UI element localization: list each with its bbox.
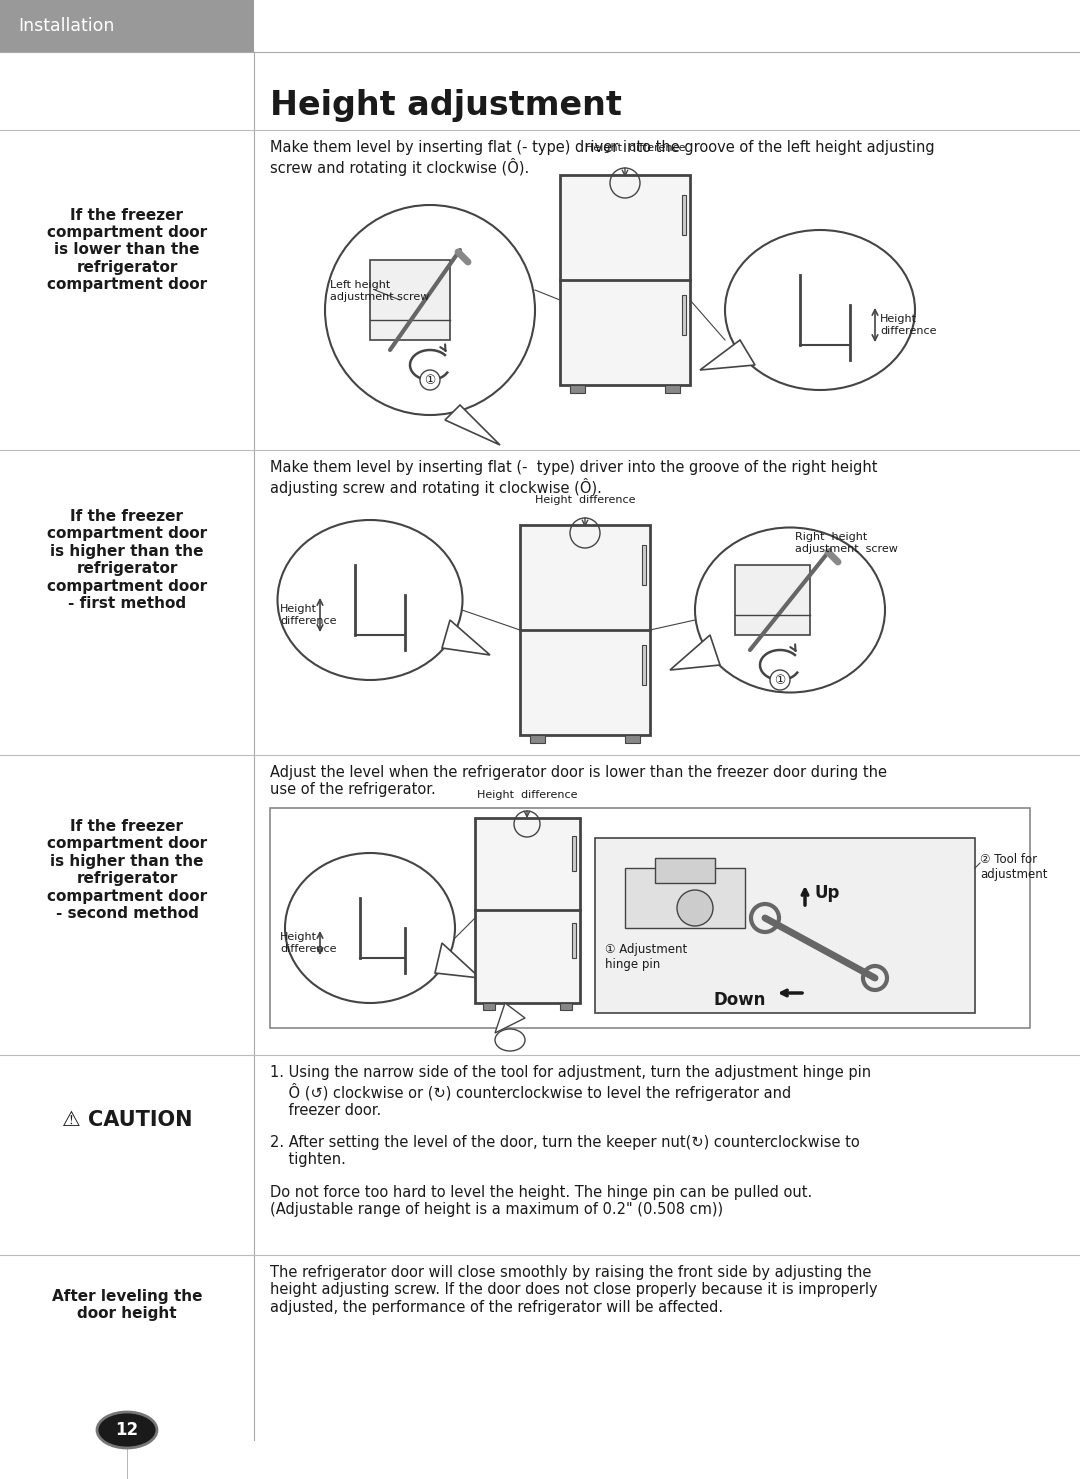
Text: Make them level by inserting flat (-  type) driver into the groove of the right : Make them level by inserting flat (- typ…	[270, 460, 877, 495]
Text: ①: ①	[774, 673, 785, 686]
Bar	[642, 645, 646, 685]
Text: If the freezer
compartment door
is higher than the
refrigerator
compartment door: If the freezer compartment door is highe…	[46, 509, 207, 611]
Ellipse shape	[278, 521, 462, 680]
Bar	[0, 0, 254, 52]
Ellipse shape	[495, 1029, 525, 1052]
Bar	[519, 525, 650, 735]
Bar	[625, 868, 745, 927]
Text: The refrigerator door will close smoothly by raising the front side by adjusting: The refrigerator door will close smoothl…	[270, 1265, 878, 1315]
Bar	[270, 808, 1030, 1028]
Polygon shape	[700, 340, 755, 370]
Circle shape	[770, 670, 789, 691]
Bar	[570, 385, 585, 393]
Text: Installation: Installation	[18, 16, 114, 35]
Text: Height  difference: Height difference	[535, 495, 635, 504]
Ellipse shape	[725, 231, 915, 390]
Text: Left height
adjustment screw: Left height adjustment screw	[330, 280, 430, 302]
Bar	[654, 858, 715, 883]
Polygon shape	[670, 634, 720, 670]
Text: If the freezer
compartment door
is lower than the
refrigerator
compartment door: If the freezer compartment door is lower…	[46, 207, 207, 293]
Text: ⚠ CAUTION: ⚠ CAUTION	[62, 1111, 192, 1130]
Polygon shape	[445, 405, 500, 445]
Bar	[681, 294, 686, 336]
Text: Adjust the level when the refrigerator door is lower than the freezer door durin: Adjust the level when the refrigerator d…	[270, 765, 887, 797]
Bar	[561, 1003, 572, 1010]
Text: ② Tool for
adjustment: ② Tool for adjustment	[980, 853, 1048, 881]
Text: Do not force too hard to level the height. The hinge pin can be pulled out.
(Adj: Do not force too hard to level the heigh…	[270, 1185, 812, 1217]
Bar	[595, 839, 975, 1013]
Text: Right  height
adjustment  screw: Right height adjustment screw	[795, 532, 897, 553]
Bar	[665, 385, 680, 393]
Text: Height  difference: Height difference	[476, 790, 577, 800]
Bar	[530, 735, 545, 742]
Ellipse shape	[325, 206, 535, 416]
Text: 2. After setting the level of the door, turn the keeper nut(↻) counterclockwise : 2. After setting the level of the door, …	[270, 1134, 860, 1167]
Text: Make them level by inserting flat (- type) driver into the groove of the left he: Make them level by inserting flat (- typ…	[270, 141, 934, 176]
Polygon shape	[442, 620, 490, 655]
Circle shape	[677, 890, 713, 926]
Text: Height  difference: Height difference	[584, 143, 685, 152]
Text: 1. Using the narrow side of the tool for adjustment, turn the adjustment hinge p: 1. Using the narrow side of the tool for…	[270, 1065, 872, 1118]
Circle shape	[420, 370, 440, 390]
Bar	[561, 175, 690, 385]
Text: If the freezer
compartment door
is higher than the
refrigerator
compartment door: If the freezer compartment door is highe…	[46, 819, 207, 921]
Bar	[735, 565, 810, 634]
Text: 12: 12	[116, 1421, 138, 1439]
Bar	[475, 818, 580, 1003]
Ellipse shape	[696, 528, 885, 692]
Bar	[625, 735, 640, 742]
Text: Height
difference: Height difference	[280, 932, 337, 954]
Text: ① Adjustment
hinge pin: ① Adjustment hinge pin	[605, 944, 687, 972]
Polygon shape	[495, 1003, 525, 1032]
Text: After leveling the
door height: After leveling the door height	[52, 1288, 202, 1321]
Bar	[642, 544, 646, 586]
Text: ①: ①	[424, 374, 435, 386]
Ellipse shape	[285, 853, 455, 1003]
Ellipse shape	[97, 1412, 157, 1448]
Text: Height
difference: Height difference	[280, 605, 337, 626]
Bar	[681, 195, 686, 235]
Text: Height adjustment: Height adjustment	[270, 89, 622, 121]
Bar	[572, 923, 576, 958]
Bar	[370, 260, 450, 340]
Bar	[572, 836, 576, 871]
Bar	[483, 1003, 495, 1010]
Polygon shape	[435, 944, 480, 978]
Text: Height
difference: Height difference	[880, 314, 936, 336]
Text: Up: Up	[815, 884, 840, 902]
Text: Down: Down	[714, 991, 766, 1009]
